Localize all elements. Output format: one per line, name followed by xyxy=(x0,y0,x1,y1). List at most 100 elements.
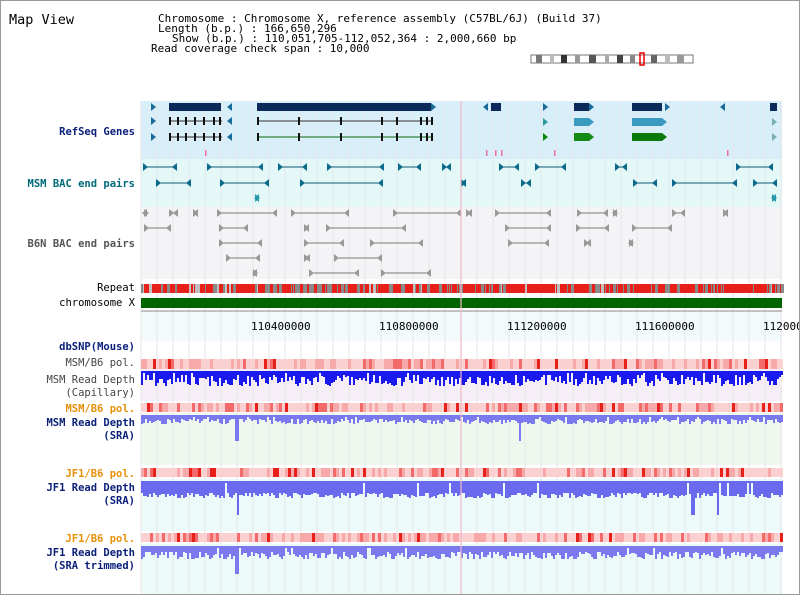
pol-cell xyxy=(357,403,360,412)
gene-marker xyxy=(727,150,729,156)
depth-bar xyxy=(601,415,603,422)
depth-bar xyxy=(313,371,315,378)
pol-cell xyxy=(741,533,744,542)
track-label-b6n-bac[interactable]: B6N BAC end pairs xyxy=(28,238,135,250)
depth-bar xyxy=(745,481,747,494)
gene-exon xyxy=(426,133,428,141)
depth-bar xyxy=(517,371,519,383)
pol-cell xyxy=(294,533,297,542)
repeat-segment xyxy=(597,284,600,293)
pol-cell xyxy=(660,359,663,369)
strand-arrow xyxy=(142,209,147,217)
msm-read-depth-capillary[interactable] xyxy=(141,371,783,386)
pol-cell xyxy=(711,359,714,369)
depth-bar xyxy=(477,415,479,417)
pol-cell xyxy=(600,403,603,412)
depth-bar xyxy=(645,371,647,382)
msm-bac-pairs-track[interactable] xyxy=(143,163,777,202)
depth-bar xyxy=(627,481,629,493)
pol-cell xyxy=(696,468,699,477)
pol-cell xyxy=(345,403,348,412)
pol-cell xyxy=(429,468,432,477)
refseq-genes-track[interactable] xyxy=(151,103,777,156)
strand-arrow xyxy=(272,209,277,217)
msm-read-depth-sra[interactable] xyxy=(141,415,783,441)
depth-bar xyxy=(573,415,575,423)
depth-bar xyxy=(303,481,305,494)
depth-bar xyxy=(299,546,301,555)
pol-cell xyxy=(165,403,168,412)
depth-bar xyxy=(231,415,233,419)
msm-b6-pol-strip[interactable] xyxy=(141,359,783,369)
pol-cell xyxy=(588,403,591,412)
depth-bar xyxy=(191,371,193,373)
depth-bar xyxy=(499,546,501,556)
depth-bar xyxy=(363,481,365,483)
pol-cell xyxy=(315,359,318,369)
chromosome-ideogram[interactable] xyxy=(530,52,694,66)
repeat-segment xyxy=(309,284,311,293)
jf1-read-depth-sra-trimmed[interactable] xyxy=(141,546,783,574)
pol-cell xyxy=(243,533,246,542)
pol-cell xyxy=(285,359,288,369)
depth-bar xyxy=(675,546,677,552)
msm-b6-pol-strip-2[interactable] xyxy=(141,403,783,412)
depth-bar xyxy=(475,546,477,554)
pol-cell xyxy=(243,359,246,369)
pol-cell xyxy=(573,403,576,412)
track-label-dbsnp[interactable]: dbSNP(Mouse) xyxy=(59,341,135,353)
repeat-segment xyxy=(141,284,144,293)
pol-cell xyxy=(345,533,348,542)
pol-cell xyxy=(156,533,159,542)
pol-cell xyxy=(141,359,144,369)
depth-bar xyxy=(181,546,183,557)
repeat-segment xyxy=(149,284,152,293)
depth-bar xyxy=(665,481,667,495)
depth-bar xyxy=(765,371,767,377)
strand-arrow xyxy=(193,209,198,217)
depth-bar xyxy=(253,481,255,493)
pol-cell xyxy=(498,359,501,369)
depth-bar xyxy=(663,546,665,555)
pol-cell xyxy=(462,359,465,369)
repeat-segment xyxy=(189,284,191,293)
jf1-b6-pol-strip-2[interactable] xyxy=(141,533,783,542)
depth-bar xyxy=(285,546,287,548)
jf1-read-depth-sra[interactable] xyxy=(141,481,783,515)
gene-exon xyxy=(431,117,433,125)
pol-cell xyxy=(636,533,639,542)
depth-bar xyxy=(575,481,577,498)
depth-bar xyxy=(387,415,389,422)
depth-bar xyxy=(709,415,711,421)
depth-bar xyxy=(211,415,213,420)
depth-bar xyxy=(443,371,445,386)
depth-bar xyxy=(173,546,175,555)
repeat-track[interactable] xyxy=(141,284,784,293)
pol-cell xyxy=(774,468,777,477)
repeat-segment xyxy=(721,284,722,293)
pol-cell xyxy=(579,533,582,542)
pol-cell xyxy=(654,533,657,542)
pol-cell xyxy=(216,468,219,477)
pol-cell xyxy=(462,533,465,542)
depth-bar xyxy=(355,481,357,496)
pol-cell xyxy=(648,403,651,412)
depth-bar xyxy=(537,415,539,419)
pol-cell xyxy=(327,403,330,412)
depth-bar xyxy=(237,546,239,574)
jf1-b6-pol-strip[interactable] xyxy=(141,468,783,477)
track-label-refseq[interactable]: RefSeq Genes xyxy=(59,126,135,138)
pol-cell xyxy=(651,359,654,369)
track-label-msm-bac[interactable]: MSM BAC end pairs xyxy=(28,178,135,190)
pol-cell xyxy=(618,468,621,477)
pol-cell xyxy=(597,359,600,369)
pol-cell xyxy=(513,468,516,477)
pol-cell xyxy=(354,403,357,412)
pol-cell xyxy=(447,533,450,542)
depth-bar xyxy=(375,371,377,383)
depth-bar xyxy=(651,371,653,381)
depth-bar xyxy=(473,415,475,421)
b6n-bac-pairs-track[interactable] xyxy=(142,209,728,277)
pol-cell xyxy=(189,359,192,369)
